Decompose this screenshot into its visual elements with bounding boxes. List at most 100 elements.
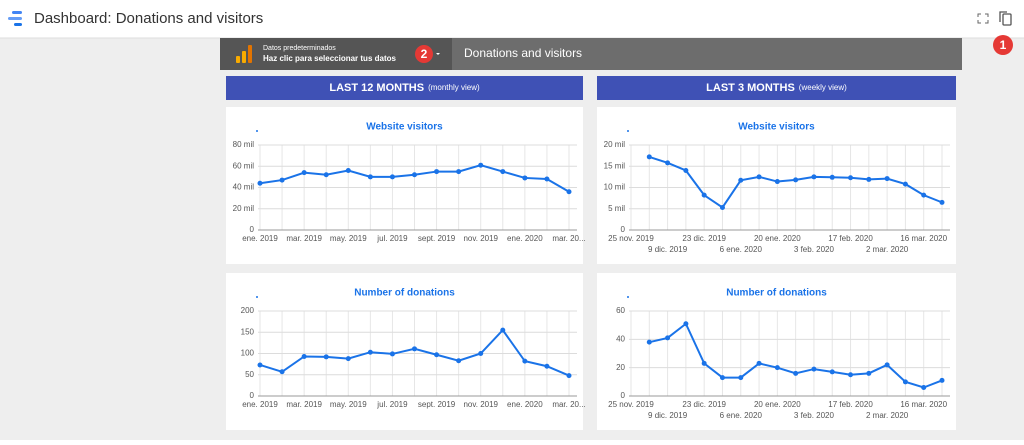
y-tick-label: 80 mil bbox=[233, 140, 255, 149]
x-tick-label: 3 feb. 2020 bbox=[794, 245, 835, 254]
x-tick-label: may. 2019 bbox=[330, 234, 367, 243]
point bbox=[683, 168, 689, 173]
point bbox=[829, 369, 835, 375]
point bbox=[866, 176, 872, 182]
point bbox=[257, 362, 263, 368]
point bbox=[665, 160, 671, 166]
point bbox=[478, 351, 484, 356]
point bbox=[478, 162, 484, 168]
point bbox=[522, 175, 528, 181]
point bbox=[793, 177, 799, 183]
point bbox=[456, 169, 462, 175]
point bbox=[500, 169, 506, 175]
badge bbox=[993, 35, 1013, 55]
x-tick-label: ene. 2019 bbox=[242, 234, 278, 243]
point bbox=[683, 321, 689, 327]
y-tick-label: 0 bbox=[621, 391, 626, 400]
point bbox=[522, 358, 528, 364]
chart-card bbox=[226, 107, 583, 264]
point bbox=[646, 339, 652, 345]
y-tick-label: 10 mil bbox=[604, 183, 626, 192]
y-tick-label: 0 bbox=[250, 391, 255, 400]
point bbox=[389, 351, 395, 357]
point bbox=[848, 175, 854, 181]
x-tick-label: mar. 2019 bbox=[286, 400, 322, 409]
point bbox=[389, 174, 395, 180]
section-title: LAST 3 MONTHS (weekly view) bbox=[706, 82, 847, 94]
x-tick-label: 6 ene. 2020 bbox=[720, 411, 763, 420]
point bbox=[279, 369, 285, 375]
y-tick-label: 20 mil bbox=[233, 204, 255, 213]
point bbox=[323, 172, 329, 178]
chart-title: Website visitors bbox=[738, 122, 815, 133]
analytics-icon bbox=[236, 45, 252, 63]
point bbox=[345, 168, 351, 173]
data-source-selector[interactable] bbox=[220, 38, 452, 70]
chart-title: Number of donations bbox=[354, 288, 455, 299]
x-tick-label: 9 dic. 2019 bbox=[648, 411, 688, 420]
x-tick-label: jul. 2019 bbox=[376, 400, 408, 409]
point bbox=[756, 360, 762, 366]
point bbox=[301, 353, 307, 359]
point bbox=[345, 356, 351, 362]
x-tick-label: 25 nov. 2019 bbox=[608, 400, 654, 409]
point bbox=[793, 370, 799, 376]
point bbox=[701, 360, 707, 366]
logo bbox=[8, 11, 22, 26]
x-tick-label: 23 dic. 2019 bbox=[682, 400, 726, 409]
x-tick-label: nov. 2019 bbox=[463, 234, 498, 243]
x-tick-label: mar. 2019 bbox=[286, 234, 322, 243]
card-marker bbox=[627, 296, 629, 298]
point bbox=[544, 363, 550, 369]
x-tick-label: jul. 2019 bbox=[376, 234, 408, 243]
point bbox=[738, 375, 744, 381]
x-tick-label: 23 dic. 2019 bbox=[682, 234, 726, 243]
point bbox=[921, 385, 927, 390]
y-tick-label: 200 bbox=[241, 306, 255, 315]
point bbox=[848, 372, 854, 378]
point bbox=[884, 362, 890, 368]
point bbox=[544, 176, 550, 182]
point bbox=[902, 379, 908, 385]
x-tick-label: 20 ene. 2020 bbox=[754, 234, 801, 243]
x-tick-label: 17 feb. 2020 bbox=[828, 400, 873, 409]
source-hint: Haz clic para seleccionar tus datos bbox=[263, 54, 396, 63]
x-tick-label: 20 ene. 2020 bbox=[754, 400, 801, 409]
x-tick-label: 6 ene. 2020 bbox=[720, 245, 763, 254]
point bbox=[566, 189, 572, 195]
chart-title: Website visitors bbox=[366, 122, 443, 133]
card-marker bbox=[256, 296, 258, 298]
badge-label: 2 bbox=[421, 47, 428, 61]
fullscreen-button[interactable] bbox=[977, 13, 989, 24]
y-tick-label: 20 bbox=[616, 363, 625, 372]
chart-title: Number of donations bbox=[726, 288, 827, 299]
point bbox=[939, 199, 945, 205]
point bbox=[719, 375, 725, 381]
y-tick-label: 5 mil bbox=[608, 204, 625, 213]
x-tick-label: nov. 2019 bbox=[463, 400, 498, 409]
section-header bbox=[226, 76, 583, 100]
section-title-text: LAST 12 MONTHS bbox=[329, 82, 424, 94]
y-tick-label: 40 mil bbox=[233, 183, 255, 192]
x-tick-label: sept. 2019 bbox=[418, 400, 456, 409]
y-tick-label: 40 bbox=[616, 334, 625, 343]
point bbox=[902, 181, 908, 187]
point bbox=[719, 204, 725, 210]
section-title-text: LAST 3 MONTHS bbox=[706, 82, 795, 94]
chart-card bbox=[597, 273, 956, 430]
copy-button[interactable] bbox=[999, 11, 1012, 26]
point bbox=[738, 177, 744, 183]
point bbox=[811, 366, 817, 372]
point bbox=[323, 354, 329, 360]
y-tick-label: 60 mil bbox=[233, 161, 255, 170]
card-marker bbox=[256, 130, 258, 132]
x-tick-label: ene. 2020 bbox=[507, 234, 543, 243]
badge-label: 1 bbox=[1000, 38, 1007, 52]
point bbox=[301, 170, 307, 176]
x-tick-label: mar. 20... bbox=[552, 234, 585, 243]
y-tick-label: 0 bbox=[621, 225, 626, 234]
point bbox=[939, 377, 945, 383]
point bbox=[829, 174, 835, 180]
